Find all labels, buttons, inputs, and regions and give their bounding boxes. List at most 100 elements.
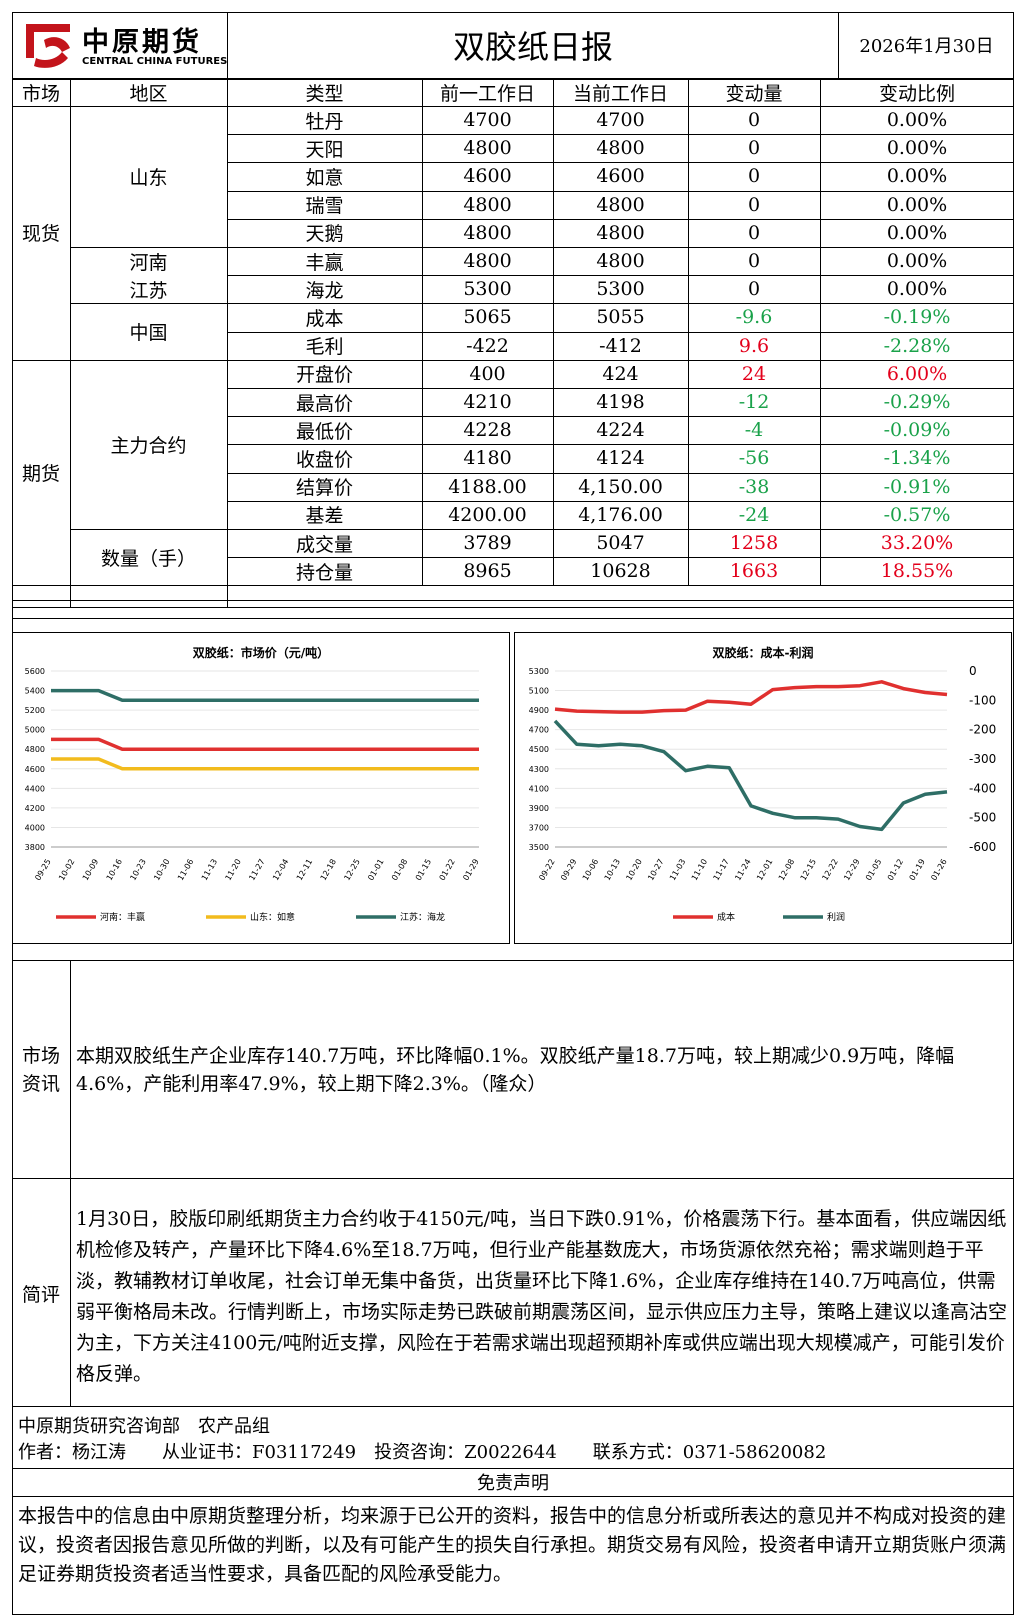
table-cell-pct: 18.55% — [880, 560, 954, 583]
table-cell-pct: -0.09% — [883, 419, 951, 442]
table-cell-pct: 6.00% — [886, 362, 948, 385]
x-tick-label: 11-10 — [690, 858, 709, 883]
column-header: 地区 — [129, 82, 168, 105]
table-cell-curr: 5055 — [596, 306, 645, 329]
logo: 中原期货 CENTRAL CHINA FUTURES — [16, 16, 228, 74]
x-tick-label: 12-15 — [799, 858, 818, 883]
table-cell-type: 持仓量 — [295, 561, 353, 584]
series-line — [554, 680, 948, 714]
x-tick-label: 11-20 — [224, 858, 243, 883]
y-tick-label: 3900 — [529, 804, 549, 813]
x-tick-label: 10-02 — [57, 858, 76, 883]
x-tick-label: 11-24 — [733, 858, 752, 883]
table-cell-pct: 0.00% — [886, 109, 948, 132]
region-shandong: 山东 — [129, 167, 168, 189]
group-futures: 期货 — [21, 463, 60, 486]
table-cell-change: 0 — [747, 165, 761, 188]
table-cell-change: 0 — [747, 221, 761, 244]
table-cell-change: -9.6 — [735, 306, 773, 329]
x-tick-label: 11-27 — [247, 858, 266, 883]
table-cell-type: 天鹅 — [305, 223, 344, 246]
y-tick-label: 3700 — [529, 823, 549, 832]
table-cell-type: 收盘价 — [295, 448, 353, 471]
series-line — [51, 737, 479, 751]
table-cell-pct: -2.28% — [883, 334, 951, 357]
table-cell-change: -24 — [738, 503, 770, 526]
table-cell-curr: 4800 — [596, 250, 645, 273]
column-header: 类型 — [305, 82, 344, 105]
y2-tick-label: -100 — [969, 693, 996, 707]
table-cell-curr: 4124 — [596, 447, 645, 470]
group-spot: 现货 — [21, 223, 60, 246]
y-tick-label: 4400 — [25, 784, 45, 793]
x-tick-label: 12-01 — [755, 858, 774, 883]
market-info-text: 本期双胶纸生产企业库存140.7万吨，环比降幅0.1%。双胶纸产量18.7万吨，… — [76, 1045, 955, 1095]
x-tick-label: 10-30 — [152, 858, 171, 883]
region-china: 中国 — [129, 322, 168, 345]
column-header: 变动比例 — [878, 82, 955, 105]
column-header: 当前工作日 — [572, 82, 668, 105]
table-cell-prev: 4800 — [463, 137, 512, 160]
x-tick-label: 12-04 — [271, 858, 290, 883]
table-cell-curr: 424 — [602, 362, 639, 385]
table-cell-prev: 8965 — [463, 560, 512, 583]
table-cell-prev: 5065 — [463, 306, 512, 329]
table-cell-prev: 4228 — [463, 419, 512, 442]
table-cell-type: 如意 — [305, 166, 344, 189]
x-tick-label: 01-05 — [864, 858, 883, 883]
y-tick-label: 4300 — [529, 765, 549, 774]
table-cell-prev: 4800 — [463, 193, 512, 216]
table-cell-pct: 0.00% — [886, 278, 948, 301]
x-tick-label: 01-12 — [886, 858, 905, 883]
table-cell-type: 海龙 — [305, 279, 344, 302]
table-cell-prev: 400 — [469, 362, 506, 385]
table-cell-change: 0 — [747, 250, 761, 273]
report-date: 2026年1月30日 — [859, 36, 994, 57]
table-cell-change: 1258 — [729, 532, 779, 555]
y-tick-label: 4600 — [25, 765, 45, 774]
table-cell-pct: 0.00% — [886, 165, 948, 188]
x-tick-label: 11-17 — [712, 858, 731, 883]
table-cell-prev: 3789 — [463, 532, 512, 555]
table-cell-prev: 4200.00 — [448, 503, 527, 526]
y-tick-label: 4200 — [25, 804, 45, 813]
x-tick-label: 12-25 — [342, 858, 361, 883]
y-tick-label: 5000 — [25, 726, 45, 735]
x-tick-label: 01-29 — [461, 858, 480, 883]
table-cell-prev: 4180 — [463, 447, 512, 470]
table-cell-change: -38 — [738, 475, 770, 498]
x-tick-label: 01-22 — [438, 858, 457, 883]
table-cell-curr: -412 — [599, 334, 642, 357]
column-header: 市场 — [21, 82, 60, 105]
series-line — [51, 757, 479, 771]
legend-label: 利润 — [827, 911, 845, 923]
y-tick-label: 3800 — [25, 843, 45, 852]
table-cell-prev: 4188.00 — [448, 475, 527, 498]
y-tick-label: 5400 — [25, 687, 45, 696]
region-quantity: 数量（手） — [100, 547, 196, 570]
x-tick-label: 10-09 — [81, 858, 100, 883]
table-cell-type: 成交量 — [295, 533, 353, 556]
table-cell-prev: 4800 — [463, 250, 512, 273]
table-cell-change: 9.6 — [738, 334, 770, 357]
table-cell-curr: 4800 — [596, 137, 645, 160]
x-tick-label: 12-18 — [319, 858, 338, 883]
x-tick-label: 10-23 — [128, 858, 147, 883]
column-header: 变动量 — [725, 82, 783, 105]
cost-profit-chart: 双胶纸：成本-利润 3500 3700 3900 4100 4300 4500 4700 490… — [514, 632, 1012, 944]
market-price-chart: 双胶纸：市场价（元/吨） 3800 4000 4200 4400 4600 4800 5000… — [12, 632, 510, 944]
table-cell-type: 成本 — [305, 307, 344, 330]
logo-mark-icon — [26, 24, 70, 68]
legend-label: 江苏：海龙 — [400, 911, 445, 923]
y-tick-label: 5300 — [529, 667, 549, 676]
x-tick-label: 01-01 — [366, 858, 385, 883]
table-cell-change: 0 — [747, 109, 761, 132]
table-cell-prev: 5300 — [463, 278, 512, 301]
market-info-label: 市场 资讯 — [21, 1045, 60, 1095]
table-cell-change: 0 — [747, 278, 761, 301]
table-cell-change: 1663 — [729, 560, 779, 583]
chart-title: 双胶纸：成本-利润 — [713, 645, 814, 660]
region-henan: 河南 — [129, 251, 168, 274]
y-tick-label: 3500 — [529, 843, 549, 852]
table-cell-type: 天阳 — [305, 138, 344, 161]
